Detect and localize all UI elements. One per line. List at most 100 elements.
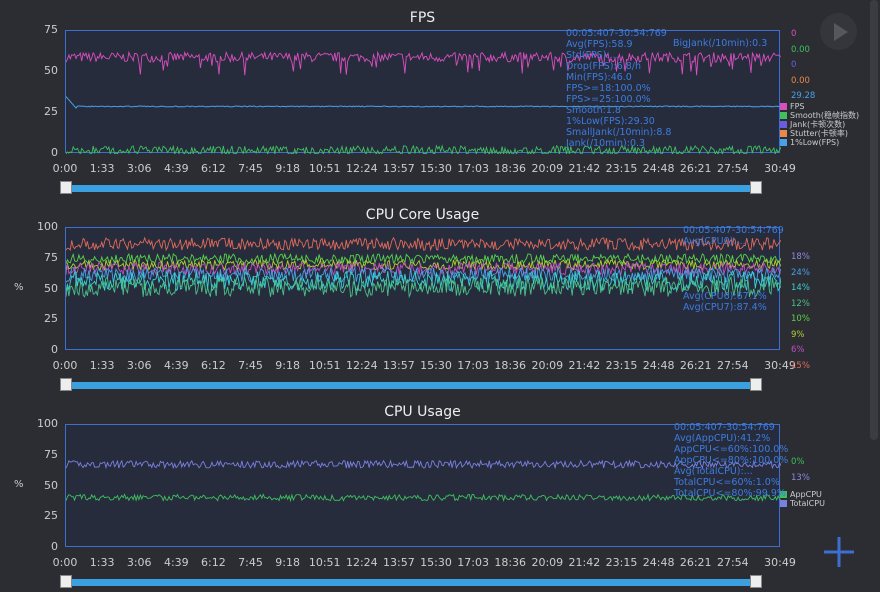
x-tick: 26:21 [679,359,712,372]
add-icon[interactable] [822,535,856,569]
y-tick: 25 [44,105,58,118]
y-tick: 0 [51,146,58,159]
series-line-totalcpu [66,459,781,470]
x-tick: 13:57 [383,556,415,569]
stats-overlay-2: BigJank(/10min):0.3 [673,38,768,49]
x-tick: 9:18 [275,162,300,175]
current-value: 0% [791,457,805,467]
x-tick: 10:51 [308,556,341,569]
x-tick: 27:54 [716,359,749,372]
range-handle-end[interactable] [750,378,762,391]
range-slider[interactable] [60,181,762,194]
legend-item[interactable]: FPS [780,102,805,111]
current-value: 9% [791,329,805,340]
series-line-cpu0 [66,265,781,284]
y-tick: 50 [44,64,58,77]
current-value: 0 [791,29,797,39]
legend-swatch [780,121,787,128]
legend-swatch [780,500,787,507]
chart-title: CPU Core Usage [365,207,480,223]
x-tick: 6:12 [201,162,226,175]
x-tick: 23:15 [605,162,638,175]
x-tick: 10:51 [308,162,341,175]
legend-item[interactable]: AppCPU [780,490,822,499]
scrollbar[interactable] [870,0,878,440]
x-tick: 0:00 [52,556,78,569]
x-tick: 1:33 [89,359,115,372]
x-tick: 23:15 [605,359,638,372]
legend-label: Jank(卡顿次数) [790,120,846,129]
x-tick: 20:09 [531,359,564,372]
x-tick: 1:33 [89,162,115,175]
x-tick: 30:49 [764,162,796,175]
x-tick: 17:03 [457,556,489,569]
x-tick: 9:18 [275,556,300,569]
x-tick: 0:00 [52,162,78,175]
x-tick: 0:00 [52,359,78,372]
current-value: 12% [791,298,810,309]
plot-area[interactable] [65,424,781,547]
x-tick: 15:30 [420,359,452,372]
range-handle-start[interactable] [60,575,72,588]
series-line-cpu5 [66,252,781,266]
legend-label: TotalCPU [790,499,825,508]
x-tick: 18:36 [494,359,527,372]
y-tick: 50 [44,478,58,492]
series-line-fps [66,50,781,76]
chart-title: CPU Usage [384,404,461,420]
x-tick: 21:42 [568,162,601,175]
legend-label: 1%Low(FPS) [790,138,840,147]
x-tick: 24:48 [642,556,675,569]
current-value: 24% [791,267,810,278]
chart-title: FPS [409,10,436,26]
play-button[interactable] [820,13,857,50]
y-tick: 25 [44,509,58,523]
series-line-cpu1 [66,269,781,292]
x-tick: 4:39 [163,162,189,175]
x-tick: 12:24 [345,359,378,372]
range-slider[interactable] [60,378,762,391]
current-value: 0.00 [791,75,810,86]
legend-item[interactable]: TotalCPU [780,499,825,508]
x-tick: 6:12 [201,556,226,569]
current-value: 0 [791,60,797,70]
range-slider[interactable] [60,575,762,588]
current-value: 6% [791,345,805,355]
legend-item[interactable]: Stutter(卡顿率) [780,129,848,138]
legend-swatch [780,130,787,137]
x-tick: 17:03 [457,162,489,175]
x-tick: 21:42 [568,359,601,372]
legend-label: FPS [790,102,805,111]
range-handle-end[interactable] [750,575,762,588]
y-tick: 75 [44,250,58,264]
x-tick: 12:24 [345,162,378,175]
x-tick: 3:06 [126,556,152,569]
legend-item[interactable]: Smooth(稳帧指数) [780,111,859,120]
x-tick: 21:42 [568,556,601,569]
x-tick: 1:33 [89,556,115,569]
x-tick: 30:49 [764,556,796,569]
plot-area[interactable] [65,30,781,154]
legend-item[interactable]: 1%Low(FPS) [780,138,839,147]
legend-label: Smooth(稳帧指数) [790,111,860,120]
plot-area[interactable] [65,227,781,350]
x-tick: 18:36 [494,162,527,175]
x-tick: 4:39 [163,359,189,372]
range-handle-start[interactable] [60,378,72,391]
legend-swatch [780,139,787,146]
y-tick: 0 [51,343,58,356]
x-tick: 3:06 [126,359,152,372]
x-tick: 27:54 [716,556,749,569]
series-line-cpu7 [66,236,781,252]
range-handle-start[interactable] [60,181,72,194]
x-tick: 7:45 [238,359,263,372]
range-handle-end[interactable] [750,181,762,194]
x-tick: 4:39 [163,556,189,569]
x-tick: 15:30 [420,162,452,175]
x-tick: 6:12 [201,359,226,372]
legend-swatch [780,112,787,119]
y-tick: 75 [44,23,58,36]
current-value: 10% [791,314,810,324]
current-value: 18% [791,252,810,262]
legend-item[interactable]: Jank(卡顿次数) [780,120,845,129]
